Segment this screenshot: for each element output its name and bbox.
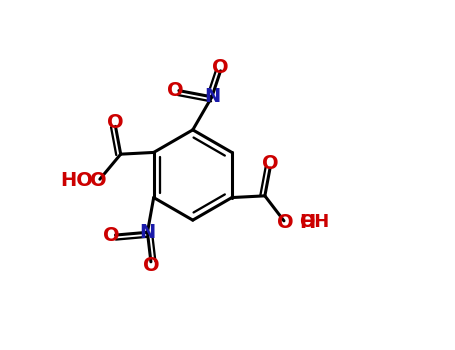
Text: N: N: [204, 88, 220, 106]
Text: O: O: [212, 58, 229, 77]
Text: OH: OH: [299, 213, 329, 231]
Text: O: O: [262, 154, 278, 173]
Text: N: N: [139, 223, 156, 242]
Text: O: O: [167, 81, 184, 100]
Text: O: O: [107, 113, 124, 132]
Text: O: O: [103, 225, 120, 245]
Text: O: O: [278, 213, 294, 232]
Text: O: O: [90, 172, 106, 190]
Text: O: O: [142, 257, 159, 275]
Text: H: H: [299, 213, 315, 232]
Text: HO: HO: [60, 172, 93, 190]
